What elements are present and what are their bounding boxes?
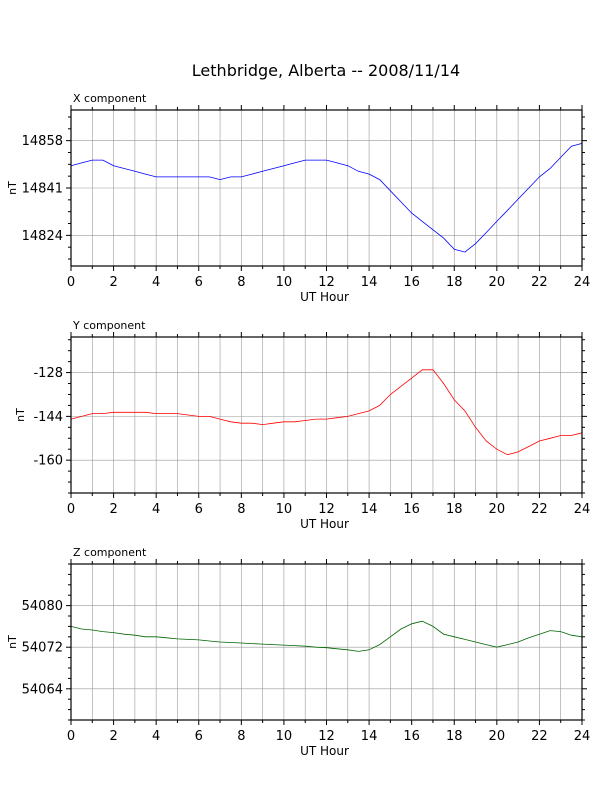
x-tick-label: 14 [361,729,378,744]
x-tick-label: 22 [531,275,548,290]
x-tick-label: 14 [361,502,378,517]
x-tick-label: 8 [237,729,245,744]
x-tick-label: 10 [276,729,293,744]
y-tick-label: -144 [33,410,63,425]
y-axis-label: nT [6,635,19,649]
x-tick-label: 16 [403,729,420,744]
x-tick-label: 18 [446,502,463,517]
x-tick-label: 0 [67,729,75,744]
x-tick-label: 16 [403,275,420,290]
y-tick-label: 54064 [22,682,63,697]
x-tick-label: 6 [195,502,203,517]
series-line [70,620,583,652]
x-tick-label: 18 [446,729,463,744]
x-tick-label: 20 [489,275,506,290]
x-tick-label: 8 [237,502,245,517]
y-tick-label: -128 [33,366,63,381]
x-tick-label: 22 [531,502,548,517]
series-line [70,143,583,253]
x-tick-label: 20 [489,502,506,517]
x-tick-label: 22 [531,729,548,744]
x-tick-label: 6 [195,275,203,290]
x-tick-label: 0 [67,275,75,290]
panel-title: Z component [73,546,147,559]
x-axis-label: UT Hour [300,744,349,758]
x-tick-label: 0 [67,502,75,517]
x-tick-label: 16 [403,502,420,517]
y-axis-label: nT [6,181,19,195]
x-tick-label: 10 [276,275,293,290]
y-tick-label: 14858 [22,134,63,149]
x-tick-label: 14 [361,275,378,290]
x-tick-label: 6 [195,729,203,744]
x-tick-label: 4 [152,275,160,290]
x-tick-label: 20 [489,729,506,744]
x-tick-label: 24 [574,729,591,744]
x-tick-label: 10 [276,502,293,517]
series-line [70,369,583,456]
x-tick-label: 8 [237,275,245,290]
x-tick-label: 2 [109,275,117,290]
y-axis-label: nT [14,408,27,422]
figure-title: Lethbridge, Alberta -- 2008/11/14 [192,61,460,80]
x-tick-label: 12 [318,502,335,517]
x-tick-label: 24 [574,502,591,517]
panel-title: X component [73,92,147,105]
y-tick-label: 54080 [22,599,63,614]
panel-title: Y component [72,319,146,332]
x-tick-label: 4 [152,729,160,744]
x-tick-label: 2 [109,502,117,517]
y-tick-label: -160 [33,454,63,469]
x-tick-label: 12 [318,275,335,290]
y-tick-label: 14841 [22,182,63,197]
x-tick-label: 12 [318,729,335,744]
x-tick-label: 2 [109,729,117,744]
x-tick-label: 24 [574,275,591,290]
x-axis-label: UT Hour [300,290,349,304]
x-tick-label: 18 [446,275,463,290]
y-tick-label: 14824 [22,229,63,244]
x-tick-label: 4 [152,502,160,517]
x-axis-label: UT Hour [300,517,349,531]
y-tick-label: 54072 [22,641,63,656]
